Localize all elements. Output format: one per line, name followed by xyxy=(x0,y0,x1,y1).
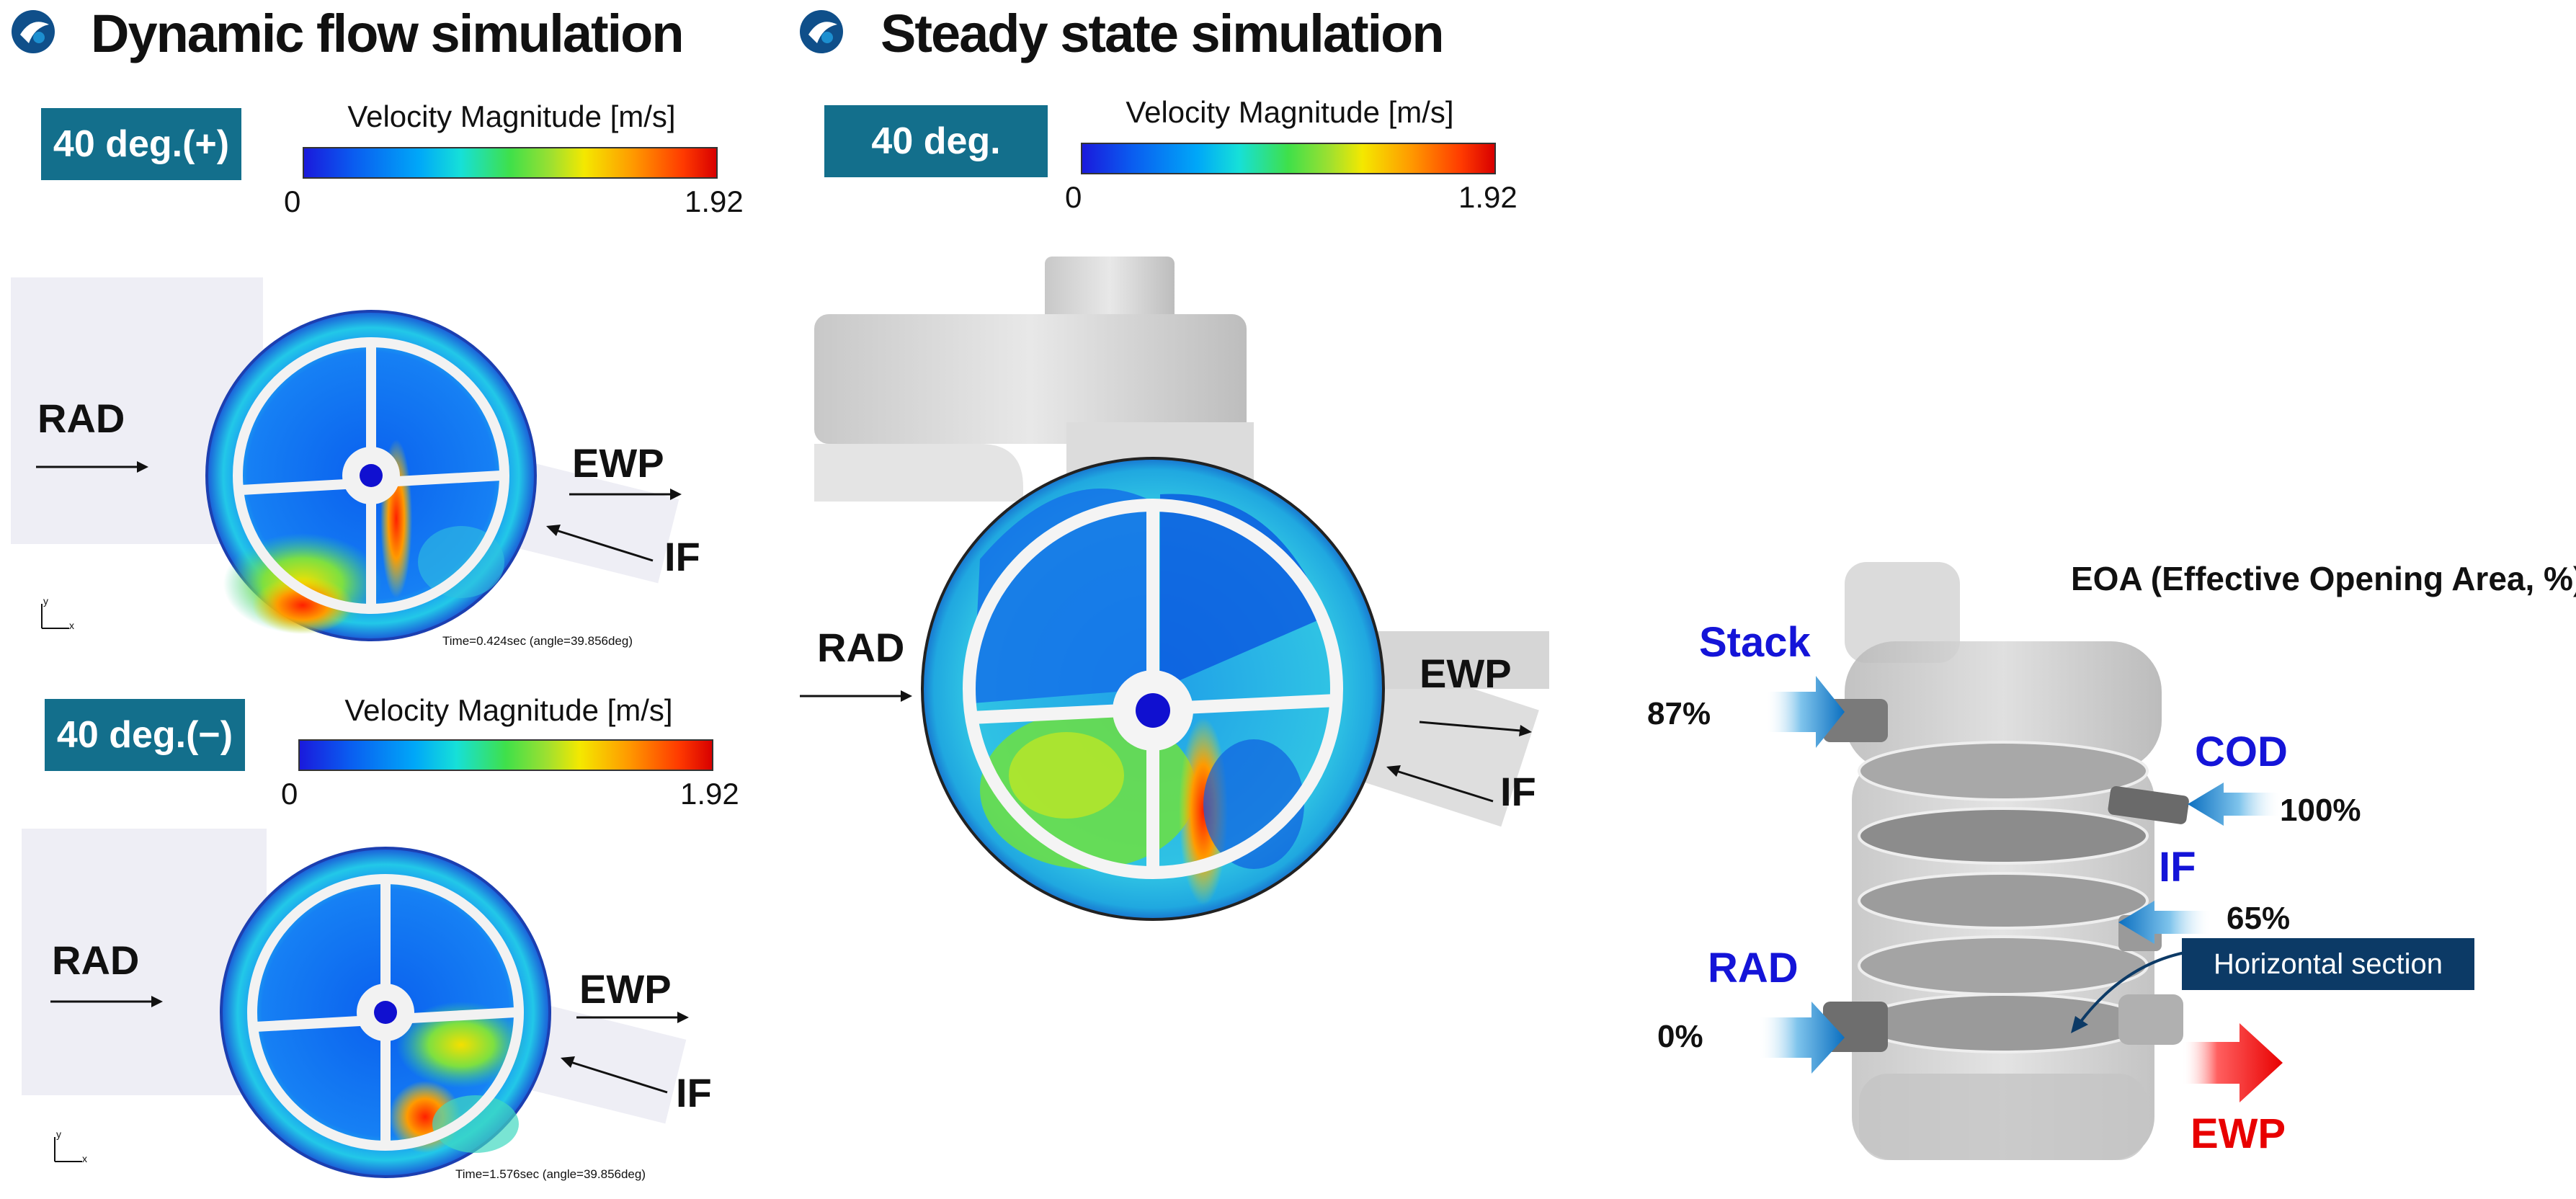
flow-label-if: IF xyxy=(1500,769,1536,814)
port-pct-rad: 0% xyxy=(1657,1019,1703,1054)
colorbar-min: 0 xyxy=(284,184,301,218)
colorbar-title: Velocity Magnitude [m/s] xyxy=(347,99,676,133)
horizontal-section-callout: Horizontal section xyxy=(2182,938,2474,990)
if-arrow xyxy=(546,525,654,562)
cod-inflow-arrow xyxy=(2188,783,2281,826)
case-label-dyn-pos: 40 deg.(+) xyxy=(41,108,241,180)
steady-flow-domain xyxy=(814,257,1549,921)
axis-x-label: x xyxy=(69,620,74,631)
port-name-if: IF xyxy=(2159,844,2196,891)
section-leader-line xyxy=(2071,951,2185,1033)
flow-label-rad: RAD xyxy=(817,625,905,670)
axis-y-label: y xyxy=(43,595,48,607)
ewp-arrow xyxy=(1419,721,1532,736)
case-label-steady: 40 deg. xyxy=(824,105,1048,177)
colorbar-gradient xyxy=(1081,143,1496,174)
port-pct-cod: 100% xyxy=(2280,793,2361,828)
flow-label-rad: RAD xyxy=(52,937,140,983)
flow-label-ewp: EWP xyxy=(572,440,664,486)
logo-icon xyxy=(10,9,56,55)
flow-label-ewp: EWP xyxy=(1420,651,1512,696)
port-name-ewp: EWP xyxy=(2191,1110,2286,1157)
dyn-neg-flow-domain xyxy=(22,829,687,1178)
axis-x-label: x xyxy=(82,1153,87,1164)
colorbar-gradient xyxy=(303,147,718,179)
port-pct-stack: 87% xyxy=(1647,696,1711,731)
colorbar-max: 1.92 xyxy=(1458,180,1517,214)
logo-icon xyxy=(798,9,844,55)
port-name-cod: COD xyxy=(2195,728,2288,775)
colorbar-title: Velocity Magnitude [m/s] xyxy=(344,693,673,727)
colorbar-max: 1.92 xyxy=(680,777,739,811)
colorbar-min: 0 xyxy=(1065,180,1082,214)
time-annotation: Time=1.576sec (angle=39.856deg) xyxy=(455,1167,646,1181)
valve-3d-cutaway xyxy=(1823,562,2189,1160)
time-annotation: Time=0.424sec (angle=39.856deg) xyxy=(442,634,633,648)
rad-inflow-arrow xyxy=(1758,1002,1845,1074)
rad-arrow xyxy=(800,690,912,702)
flow-label-if: IF xyxy=(664,534,700,579)
port-name-rad: RAD xyxy=(1708,945,1799,991)
flow-label-rad: RAD xyxy=(37,396,125,441)
colorbar-gradient xyxy=(298,739,713,771)
port-name-stack: Stack xyxy=(1699,619,1811,666)
stack-inflow-arrow xyxy=(1765,676,1845,748)
if-inflow-arrow xyxy=(2118,901,2212,944)
colorbar-title: Velocity Magnitude [m/s] xyxy=(1126,95,1454,129)
port-pct-if: 65% xyxy=(2227,901,2291,936)
case-label-dyn-neg: 40 deg.(−) xyxy=(45,699,245,771)
steady-section-title: Steady state simulation xyxy=(881,4,1445,63)
ewp-arrow xyxy=(569,489,682,500)
ewp-arrow xyxy=(576,1012,689,1023)
colorbar-max: 1.92 xyxy=(685,184,744,218)
rad-arrow xyxy=(36,461,148,473)
axis-triad-icon xyxy=(41,604,69,629)
colorbar-min: 0 xyxy=(281,777,298,811)
dynamic-section-title: Dynamic flow simulation xyxy=(91,4,685,63)
axis-triad-icon xyxy=(54,1137,82,1162)
eoa-title: EOA (Effective Opening Area, %) xyxy=(2071,560,2576,597)
flow-label-if: IF xyxy=(676,1070,712,1115)
if-arrow xyxy=(561,1056,668,1094)
axis-y-label: y xyxy=(56,1128,61,1140)
ewp-outflow-arrow xyxy=(2182,1023,2283,1102)
if-arrow xyxy=(1386,765,1494,803)
flow-label-ewp: EWP xyxy=(579,966,672,1012)
dyn-pos-flow-domain xyxy=(11,277,679,641)
rad-arrow xyxy=(50,996,163,1007)
